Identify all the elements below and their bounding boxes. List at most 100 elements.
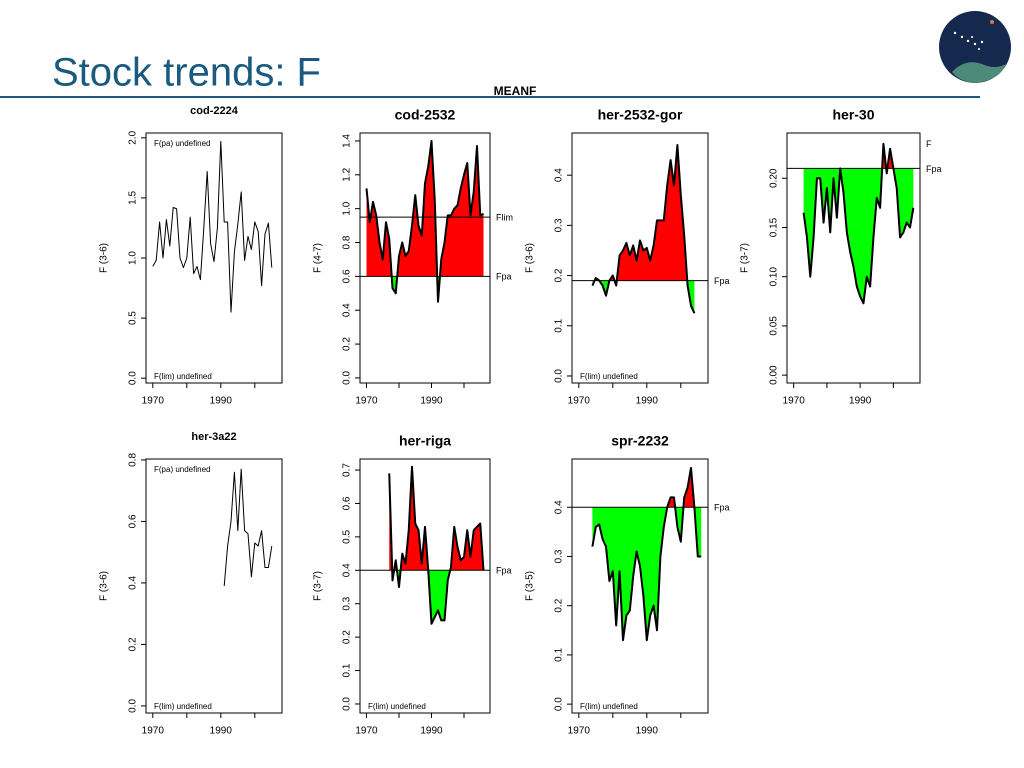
slide-title: Stock trends: F — [52, 51, 321, 95]
data-line — [223, 468, 273, 587]
y-tick-label: 0.6 — [342, 269, 353, 283]
panel: her-30 F (3-7) 0.00 0.05 0.10 0.15 0.20 1970 199… — [740, 107, 942, 407]
y-axis-label: F (3-5) — [525, 571, 536, 601]
x-tick-label: 1970 — [568, 396, 591, 407]
y-tick-label: 0.2 — [554, 268, 565, 282]
note: F(lim) undefined — [580, 702, 638, 711]
plot-frame — [145, 132, 283, 384]
note: F(pa) undefined — [154, 465, 210, 474]
panel-title: her-30 — [832, 107, 874, 123]
y-axis-label: F (3-7) — [313, 571, 324, 601]
x-tick-label: 1970 — [142, 396, 165, 407]
data-line — [365, 139, 484, 303]
area-below-reference — [592, 507, 702, 641]
y-tick-label: 0.15 — [769, 217, 780, 237]
x-tick-label: 1990 — [636, 396, 659, 407]
panel: spr-2232 F (3-5) 0.0 0.1 0.2 0.3 0.4 1970 1990 Fp… — [525, 433, 730, 737]
data-line — [152, 140, 273, 313]
panel: her-3a22 F (3-6) 0.0 0.2 0.4 0.6 0.8 1970 1990 F(… — [99, 431, 283, 737]
y-tick-label: 1.0 — [128, 251, 139, 265]
y-tick-label: 0.05 — [769, 316, 780, 336]
x-tick-label: 1990 — [420, 396, 443, 407]
reference-label: Fpa — [926, 164, 942, 174]
y-tick-label: 0.4 — [128, 576, 139, 590]
x-tick-label: 1970 — [355, 396, 378, 407]
plot-frame — [359, 132, 491, 384]
x-tick-label: 1990 — [210, 396, 233, 407]
y-tick-label: 2.0 — [128, 130, 139, 144]
note: F(lim) undefined — [580, 372, 638, 381]
y-tick-label: 0.3 — [342, 596, 353, 610]
y-tick-label: 0.4 — [342, 303, 353, 317]
plot-frame — [359, 458, 491, 714]
y-tick-label: 0.5 — [342, 529, 353, 543]
x-tick-label: 1970 — [142, 726, 165, 737]
logo-dot — [990, 20, 994, 24]
reference-label: Fpa — [496, 566, 512, 576]
x-tick-label: 1990 — [849, 396, 872, 407]
panel: cod-2532 F (4-7) 0.0 0.2 0.4 0.6 0.8 1.0 1.2 1.4 1… — [313, 107, 513, 407]
reference-label: Fpa — [714, 503, 730, 513]
y-tick-label: 0.4 — [554, 168, 565, 182]
x-tick-label: 1990 — [420, 726, 443, 737]
y-tick-label: 0.0 — [342, 697, 353, 711]
note: F(lim) undefined — [368, 702, 426, 711]
y-axis-label: F (3-6) — [525, 243, 536, 273]
y-tick-label: 0.3 — [554, 218, 565, 232]
note: F(lim) undefined — [154, 372, 212, 381]
logo — [939, 11, 1011, 83]
y-tick-label: 0.6 — [342, 496, 353, 510]
note: F(pa) undefined — [154, 139, 210, 148]
y-tick-label: 0.8 — [128, 453, 139, 467]
area-above-reference — [366, 140, 484, 277]
y-tick-label: 0.4 — [554, 500, 565, 514]
y-tick-label: 0.1 — [554, 648, 565, 662]
x-tick-label: 1990 — [210, 726, 233, 737]
y-tick-label: 0.6 — [128, 514, 139, 528]
y-tick-label: 0.1 — [342, 663, 353, 677]
data-line — [388, 465, 485, 625]
plot-frame — [786, 132, 921, 384]
y-tick-label: 0.20 — [769, 168, 780, 188]
reference-label: Fpa — [714, 276, 730, 286]
y-tick-label: 0.4 — [342, 563, 353, 577]
reference-label: Flim — [496, 212, 513, 222]
y-tick-label: 0.1 — [554, 318, 565, 332]
y-tick-label: 0.2 — [554, 598, 565, 612]
x-tick-label: 1970 — [568, 726, 591, 737]
x-tick-label: 1970 — [783, 396, 806, 407]
panel: her-riga F (3-7) 0.0 0.1 0.2 0.3 0.4 0.5 0.6 0.7 1… — [313, 433, 512, 737]
plot-frame — [571, 458, 709, 714]
note: F(lim) undefined — [154, 702, 212, 711]
logo-wave — [952, 62, 1006, 83]
plot-frame — [571, 132, 709, 384]
y-tick-label: 1.4 — [342, 134, 353, 148]
y-tick-label: 1.5 — [128, 191, 139, 205]
y-axis-label: F (4-7) — [313, 243, 324, 273]
data-line — [591, 466, 702, 642]
panel: cod-2224 F (3-6) 0.0 0.5 1.0 1.5 2.0 1970 1990 F(… — [99, 105, 283, 407]
area-above-reference — [592, 467, 702, 508]
y-tick-label: 1.0 — [342, 201, 353, 215]
data-line — [802, 142, 915, 305]
y-tick-label: 1.2 — [342, 167, 353, 181]
y-axis-label: F (3-7) — [740, 243, 751, 273]
y-tick-label: 0.0 — [342, 371, 353, 385]
panel: her-2532-gor F (3-6) 0.0 0.1 0.2 0.3 0.4 1970 19… — [525, 107, 730, 407]
y-tick-label: 0.0 — [128, 699, 139, 713]
data-line — [591, 144, 696, 314]
logo-disc — [939, 11, 1011, 83]
y-tick-label: 0.2 — [128, 637, 139, 651]
y-tick-label: 0.3 — [554, 549, 565, 563]
area-below-reference — [803, 168, 914, 304]
y-tick-label: 0.0 — [554, 697, 565, 711]
x-tick-label: 1990 — [636, 726, 659, 737]
panel-title: her-2532-gor — [598, 107, 683, 123]
y-tick-label: 0.8 — [342, 235, 353, 249]
y-tick-label: 0.2 — [342, 337, 353, 351]
plot-frame — [145, 458, 283, 714]
panel-title: cod-2532 — [395, 107, 456, 123]
y-tick-label: 0.2 — [342, 630, 353, 644]
panel-title: cod-2224 — [190, 105, 239, 117]
